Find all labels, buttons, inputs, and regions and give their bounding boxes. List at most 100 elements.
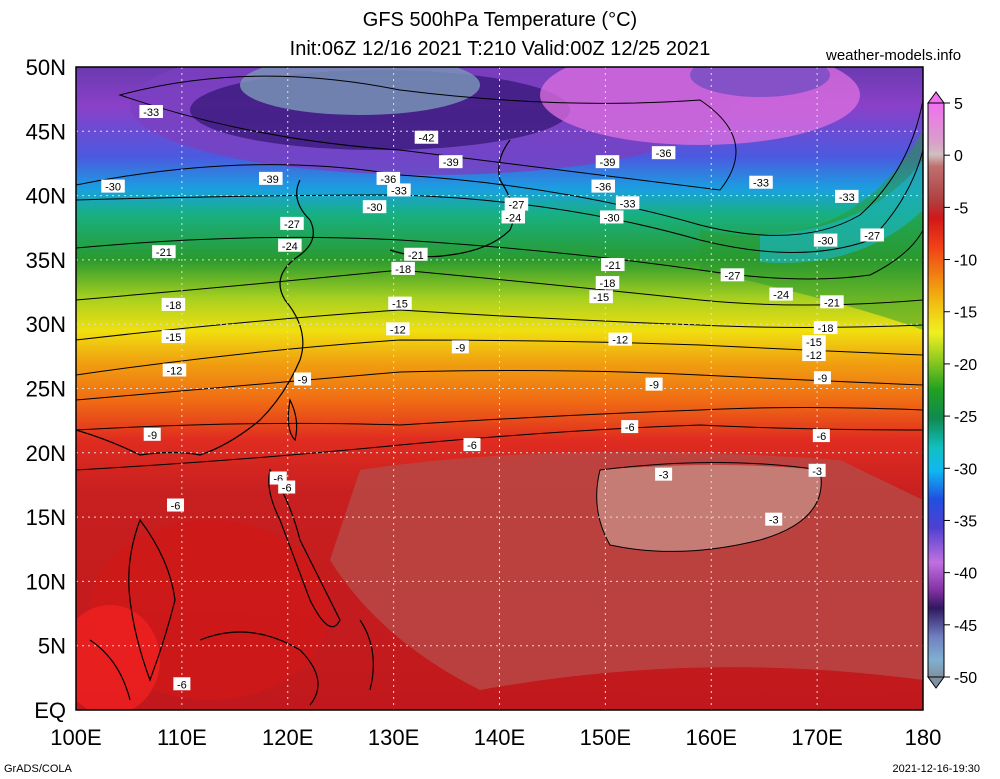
contour-label: -24 xyxy=(501,210,526,224)
svg-text:-18: -18 xyxy=(165,300,181,312)
colorbar-label: 5 xyxy=(954,96,963,113)
contour-label: -3 xyxy=(655,467,673,482)
contour-label: -21 xyxy=(152,245,176,259)
longitude-labels: 100E 110E 120E 130E 140E 150E 160E 170E 180 xyxy=(50,725,941,750)
svg-text:-30: -30 xyxy=(818,236,834,248)
svg-text:-9: -9 xyxy=(818,373,828,385)
map-frame xyxy=(75,66,924,711)
svg-text:-21: -21 xyxy=(824,297,840,309)
svg-text:-6: -6 xyxy=(816,431,826,443)
colorbar-label: -40 xyxy=(954,566,977,583)
contour-label: -36 xyxy=(591,179,616,194)
svg-text:-21: -21 xyxy=(156,247,172,259)
contour-label: -33 xyxy=(139,105,163,119)
contour-label: -42 xyxy=(414,130,439,145)
contour-label: -15 xyxy=(589,290,613,304)
contour-label: -30 xyxy=(362,200,387,214)
contour-label: -9 xyxy=(813,371,831,385)
svg-text:-36: -36 xyxy=(656,148,672,160)
footer-left: GrADS/COLA xyxy=(4,763,72,775)
svg-text:-12: -12 xyxy=(167,365,183,377)
lat-tick-label: 30N xyxy=(26,312,66,337)
svg-text:-27: -27 xyxy=(508,200,524,212)
svg-text:-15: -15 xyxy=(593,292,609,304)
contour-label: -6 xyxy=(167,498,185,513)
svg-text:-24: -24 xyxy=(282,241,298,253)
contour-label: -12 xyxy=(386,322,410,336)
svg-text:-18: -18 xyxy=(395,264,411,276)
contour-label: -33 xyxy=(835,189,859,204)
svg-text:-30: -30 xyxy=(105,182,121,194)
svg-text:-21: -21 xyxy=(605,260,621,272)
contour-label: -15 xyxy=(161,330,186,344)
contour-label: -33 xyxy=(387,183,411,197)
lat-tick-label: 40N xyxy=(26,184,66,209)
svg-text:-18: -18 xyxy=(600,278,616,290)
graticule xyxy=(76,67,923,710)
svg-text:-15: -15 xyxy=(392,299,408,311)
contour-label: -9 xyxy=(451,340,469,354)
contour-label: -18 xyxy=(161,297,186,312)
svg-text:-24: -24 xyxy=(505,212,521,224)
lon-tick-label: 160E xyxy=(686,725,737,750)
colorbar-label: -5 xyxy=(954,200,968,217)
footer-right: 2021-12-16-19:30 xyxy=(892,763,980,775)
svg-text:-3: -3 xyxy=(769,515,779,527)
contour-label: -33 xyxy=(615,196,640,210)
svg-text:-6: -6 xyxy=(177,679,187,691)
contour-label: -27 xyxy=(504,197,529,212)
colorbar: 5 0 -5 -10 -15 -20 -25 -30 -35 -40 -45 -50 xyxy=(927,91,977,689)
svg-text:-33: -33 xyxy=(620,198,636,210)
colorbar-top-arrow xyxy=(927,91,945,104)
svg-text:-3: -3 xyxy=(812,466,822,478)
coastlines xyxy=(76,139,514,706)
lon-tick-label: 110E xyxy=(157,725,207,750)
svg-text:-9: -9 xyxy=(298,374,308,386)
svg-text:-33: -33 xyxy=(839,192,855,204)
svg-text:-12: -12 xyxy=(612,335,628,347)
latitude-labels: 50N 45N 40N 35N 30N 25N 20N 15N 10N 5N EQ xyxy=(26,55,66,723)
contour-label: -18 xyxy=(813,321,838,335)
svg-text:-3: -3 xyxy=(659,470,669,482)
contour-label: -12 xyxy=(162,363,187,377)
map-title: GFS 500hPa Temperature (°C) xyxy=(362,9,638,31)
svg-text:-9: -9 xyxy=(649,380,659,392)
svg-text:-30: -30 xyxy=(367,202,383,214)
svg-text:-18: -18 xyxy=(818,323,834,335)
contour-label: -21 xyxy=(601,258,625,272)
contour-label: -36 xyxy=(651,146,676,160)
contour-label: -6 xyxy=(278,480,296,495)
contour-label: -9 xyxy=(143,427,161,442)
colorbar-label: -30 xyxy=(954,461,977,478)
lat-tick-label: 5N xyxy=(38,634,66,659)
svg-text:-39: -39 xyxy=(263,174,279,186)
svg-text:-12: -12 xyxy=(390,324,406,336)
colorbar-label: -45 xyxy=(954,618,977,635)
contour-label: -30 xyxy=(813,233,838,248)
svg-text:-6: -6 xyxy=(625,422,635,434)
contour-label: -33 xyxy=(749,175,773,190)
colorbar-label: -25 xyxy=(954,409,977,426)
contour-label: -24 xyxy=(769,287,793,302)
temperature-field xyxy=(76,67,923,710)
colorbar-label: -15 xyxy=(954,305,977,322)
svg-text:-6: -6 xyxy=(282,483,292,495)
svg-text:-27: -27 xyxy=(284,219,300,231)
colorbar-label: -35 xyxy=(954,513,977,530)
svg-text:-39: -39 xyxy=(443,157,459,169)
svg-text:-6: -6 xyxy=(467,440,477,452)
contour-label: -39 xyxy=(595,155,620,169)
svg-text:-15: -15 xyxy=(806,337,822,349)
contour-label: -15 xyxy=(802,335,826,349)
colorbar-scale xyxy=(927,102,945,678)
contour-label: -6 xyxy=(621,420,639,434)
svg-text:-36: -36 xyxy=(595,182,611,194)
lat-tick-label: 15N xyxy=(26,505,66,530)
svg-text:-33: -33 xyxy=(143,107,159,119)
source-credit: weather-models.info xyxy=(826,47,962,64)
svg-text:-42: -42 xyxy=(418,133,434,145)
contour-label: -27 xyxy=(720,268,745,282)
lat-tick-label: 50N xyxy=(26,55,66,80)
lat-tick-label: 20N xyxy=(26,441,66,466)
